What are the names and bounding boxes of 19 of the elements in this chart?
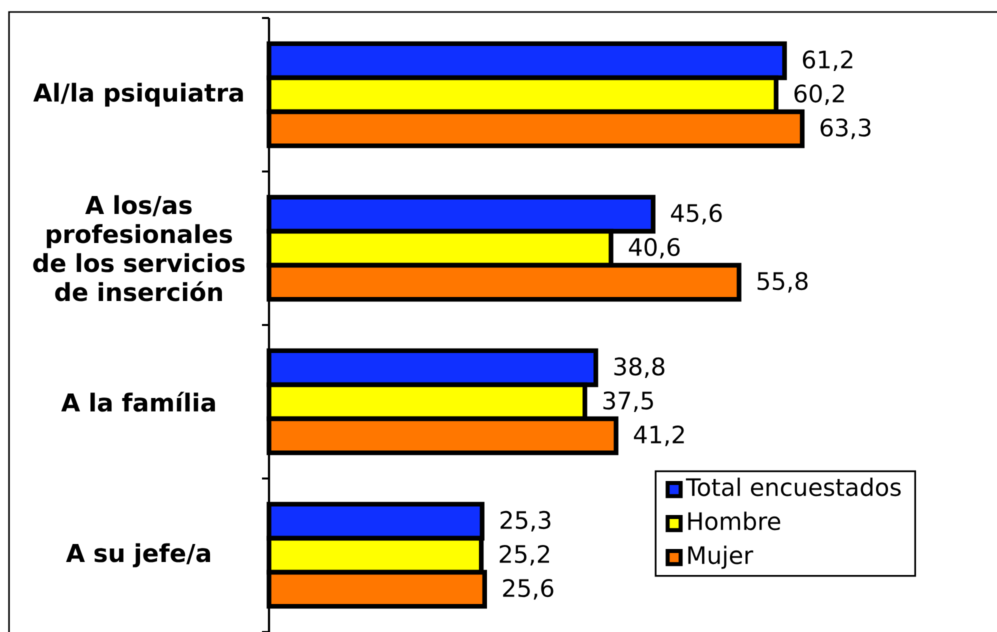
data-label: 60,2 <box>794 84 844 106</box>
data-label: 38,8 <box>614 357 664 378</box>
data-label: 25,6 <box>503 578 554 600</box>
y-tick-label: Al/la psiquiatra <box>33 82 243 107</box>
data-label: 61,2 <box>802 50 852 72</box>
data-label: 40,6 <box>628 238 680 259</box>
data-label: 37,5 <box>603 391 653 412</box>
data-label: 55,8 <box>758 272 808 293</box>
y-tick-label: A la família <box>61 392 215 412</box>
legend-label: Total encuestados <box>686 478 901 496</box>
y-tick-label: A su jefe/a <box>66 543 210 568</box>
legend-label: Hombre <box>688 512 780 530</box>
data-label: 25,3 <box>500 510 550 532</box>
data-label: 41,2 <box>634 425 684 446</box>
legend-label: Mujer <box>688 546 754 569</box>
data-label: 25,2 <box>500 544 550 566</box>
data-label: 63,3 <box>820 118 870 140</box>
data-label: 45,6 <box>671 204 722 225</box>
y-tick-label: A los/as profesionales de los servicios de inserción <box>33 195 245 302</box>
